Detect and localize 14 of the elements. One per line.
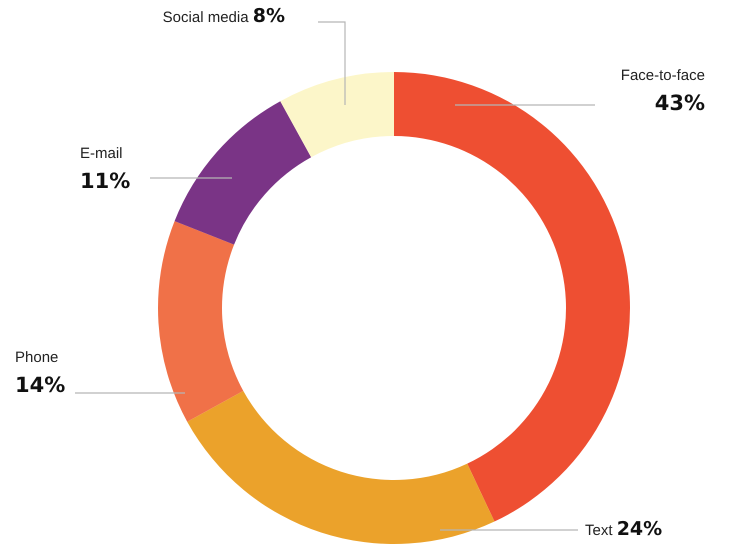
slice-label: Social media (162, 9, 253, 26)
slice-label: Face-to-face (620, 67, 705, 84)
slice-label: E-mail (80, 145, 123, 162)
donut-slice (280, 72, 394, 158)
data-label: 11% (80, 169, 130, 193)
data-label: 43% (654, 91, 705, 115)
donut-slice (174, 101, 312, 245)
data-label: 8% (252, 5, 285, 27)
data-label: 24% (616, 518, 662, 540)
data-label: 14% (15, 373, 66, 397)
slice-label: Text (585, 522, 617, 539)
donut-slice (187, 390, 494, 544)
donut-slice (158, 221, 244, 422)
slice-label: Phone (15, 349, 58, 366)
